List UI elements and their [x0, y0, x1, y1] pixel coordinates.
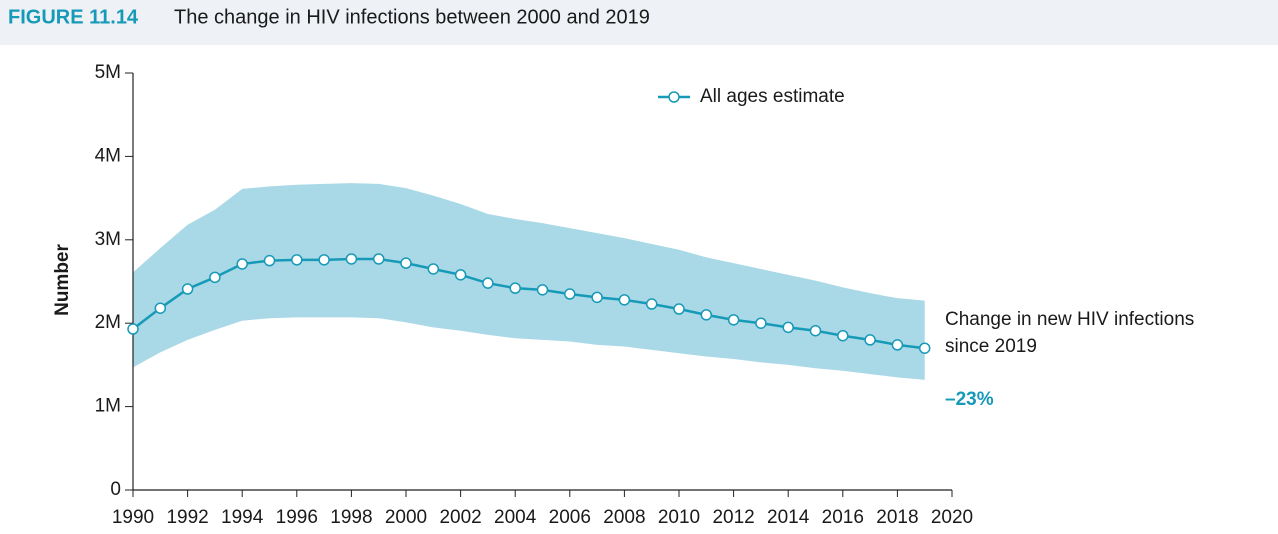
- data-point: [509, 282, 521, 294]
- figure-label: FIGURE 11.14: [8, 6, 139, 28]
- x-tick-label: 2010: [658, 507, 700, 528]
- y-tick-label: 5M: [95, 62, 121, 83]
- data-point: [263, 254, 276, 267]
- x-tick-label: 2012: [712, 507, 754, 528]
- x-tick-label: 2000: [385, 507, 427, 528]
- data-point: [837, 329, 849, 342]
- legend-label: All ages estimate: [700, 86, 845, 107]
- y-tick-label: 0: [110, 479, 121, 500]
- data-point: [673, 303, 685, 315]
- data-point: [154, 302, 167, 314]
- data-point: [454, 269, 467, 281]
- x-tick-label: 1994: [221, 507, 264, 528]
- x-tick-label: 2020: [931, 507, 973, 528]
- data-point: [891, 339, 904, 351]
- y-tick-label: 4M: [95, 145, 121, 166]
- data-point: [727, 314, 740, 326]
- x-tick-label: 1992: [166, 507, 208, 528]
- x-tick-label: 1996: [276, 507, 318, 528]
- data-point: [700, 309, 713, 321]
- chart-title: The change in HIV infections between 200…: [174, 6, 650, 28]
- data-point: [127, 323, 139, 335]
- data-point: [372, 253, 385, 265]
- y-tick-label: 1M: [95, 396, 121, 417]
- data-point: [645, 298, 658, 310]
- x-tick-label: 2004: [494, 507, 537, 528]
- annotation-text: Change in new HIV infections: [945, 309, 1194, 330]
- data-point: [291, 254, 303, 266]
- data-point: [427, 263, 440, 275]
- data-point: [618, 294, 631, 306]
- x-tick-label: 1998: [330, 507, 372, 528]
- uncertainty-band: [133, 183, 925, 380]
- y-tick-label: 3M: [95, 229, 121, 250]
- data-point: [918, 342, 931, 354]
- data-point: [482, 277, 494, 289]
- data-point: [209, 271, 221, 284]
- data-point: [181, 283, 194, 295]
- data-point: [536, 284, 549, 296]
- data-point: [236, 258, 248, 270]
- x-tick-label: 2016: [822, 507, 864, 528]
- x-tick-label: 2018: [876, 507, 918, 528]
- annotation-text: since 2019: [945, 336, 1037, 357]
- x-tick-label: 2006: [549, 507, 591, 528]
- data-point: [809, 324, 822, 337]
- legend-marker: [668, 91, 680, 103]
- data-point: [318, 254, 330, 266]
- data-point: [564, 288, 576, 300]
- data-point: [864, 334, 876, 346]
- x-tick-label: 2008: [603, 507, 645, 528]
- data-point: [345, 253, 358, 265]
- data-point: [755, 317, 767, 329]
- header-band: [0, 0, 1278, 45]
- x-tick-label: 1990: [112, 507, 154, 528]
- annotation-change: –23%: [945, 389, 994, 410]
- x-tick-label: 2014: [767, 507, 810, 528]
- data-point: [400, 257, 412, 269]
- x-tick-label: 2002: [439, 507, 481, 528]
- y-tick-label: 2M: [95, 312, 121, 333]
- data-point: [782, 321, 794, 334]
- data-point: [591, 291, 603, 304]
- y-axis-label: Number: [52, 244, 73, 316]
